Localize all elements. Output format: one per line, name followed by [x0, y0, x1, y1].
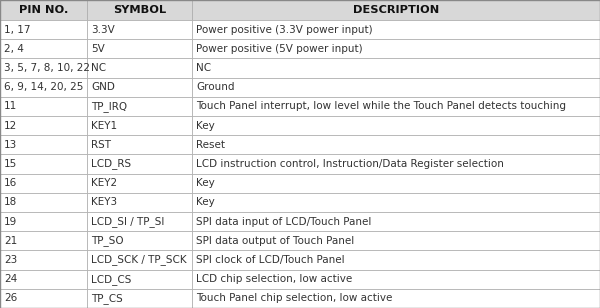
Bar — [192, 289, 600, 308]
Text: LCD_SI / TP_SI: LCD_SI / TP_SI — [91, 216, 164, 227]
Bar — [87, 20, 192, 39]
Text: 5V: 5V — [91, 44, 105, 54]
Text: Touch Panel interrupt, low level while the Touch Panel detects touching: Touch Panel interrupt, low level while t… — [196, 101, 566, 111]
Text: GND: GND — [91, 82, 115, 92]
Bar — [192, 116, 600, 135]
Text: DESCRIPTION: DESCRIPTION — [353, 5, 439, 15]
Text: 3.3V: 3.3V — [91, 25, 115, 34]
Bar — [192, 174, 600, 193]
Bar — [0, 20, 87, 39]
Bar — [87, 270, 192, 289]
Bar — [87, 231, 192, 250]
Text: SPI data input of LCD/Touch Panel: SPI data input of LCD/Touch Panel — [196, 217, 371, 227]
Text: 1, 17: 1, 17 — [4, 25, 31, 34]
Bar — [87, 174, 192, 193]
Text: 21: 21 — [4, 236, 17, 246]
Text: TP_IRQ: TP_IRQ — [91, 101, 127, 112]
Text: Key: Key — [196, 197, 215, 207]
Bar — [0, 97, 87, 116]
Bar — [192, 97, 600, 116]
Text: Power positive (5V power input): Power positive (5V power input) — [196, 44, 362, 54]
Text: PIN NO.: PIN NO. — [19, 5, 68, 15]
Bar — [192, 270, 600, 289]
Bar — [87, 59, 192, 78]
Bar — [192, 0, 600, 20]
Bar — [0, 154, 87, 174]
Bar — [0, 135, 87, 154]
Text: 13: 13 — [4, 140, 17, 150]
Bar — [0, 174, 87, 193]
Bar — [192, 135, 600, 154]
Bar — [87, 154, 192, 174]
Text: LCD_SCK / TP_SCK: LCD_SCK / TP_SCK — [91, 254, 187, 265]
Bar — [87, 116, 192, 135]
Text: KEY1: KEY1 — [91, 121, 117, 131]
Text: 23: 23 — [4, 255, 17, 265]
Bar — [192, 20, 600, 39]
Text: 16: 16 — [4, 178, 17, 188]
Bar — [87, 289, 192, 308]
Text: RST: RST — [91, 140, 111, 150]
Bar — [87, 97, 192, 116]
Bar — [0, 39, 87, 59]
Bar — [192, 78, 600, 97]
Text: 11: 11 — [4, 101, 17, 111]
Text: SPI clock of LCD/Touch Panel: SPI clock of LCD/Touch Panel — [196, 255, 344, 265]
Bar — [192, 154, 600, 174]
Bar — [0, 270, 87, 289]
Bar — [0, 289, 87, 308]
Bar — [87, 39, 192, 59]
Bar — [0, 250, 87, 270]
Text: Touch Panel chip selection, low active: Touch Panel chip selection, low active — [196, 294, 392, 303]
Bar — [0, 116, 87, 135]
Text: 18: 18 — [4, 197, 17, 207]
Text: Power positive (3.3V power input): Power positive (3.3V power input) — [196, 25, 373, 34]
Text: TP_CS: TP_CS — [91, 293, 123, 304]
Bar — [87, 212, 192, 231]
Text: 26: 26 — [4, 294, 17, 303]
Text: 3, 5, 7, 8, 10, 22: 3, 5, 7, 8, 10, 22 — [4, 63, 90, 73]
Text: KEY3: KEY3 — [91, 197, 117, 207]
Text: 2, 4: 2, 4 — [4, 44, 24, 54]
Text: NC: NC — [196, 63, 211, 73]
Bar — [192, 212, 600, 231]
Bar — [0, 78, 87, 97]
Bar — [87, 78, 192, 97]
Text: Key: Key — [196, 121, 215, 131]
Bar — [192, 59, 600, 78]
Text: Reset: Reset — [196, 140, 225, 150]
Bar — [192, 39, 600, 59]
Bar — [192, 250, 600, 270]
Text: LCD instruction control, Instruction/Data Register selection: LCD instruction control, Instruction/Dat… — [196, 159, 504, 169]
Bar — [0, 59, 87, 78]
Text: LCD_RS: LCD_RS — [91, 159, 131, 169]
Text: NC: NC — [91, 63, 106, 73]
Text: LCD chip selection, low active: LCD chip selection, low active — [196, 274, 352, 284]
Bar — [0, 212, 87, 231]
Text: LCD_CS: LCD_CS — [91, 274, 131, 285]
Text: 24: 24 — [4, 274, 17, 284]
Bar — [87, 135, 192, 154]
Bar — [0, 193, 87, 212]
Bar — [87, 0, 192, 20]
Bar — [0, 0, 87, 20]
Text: KEY2: KEY2 — [91, 178, 117, 188]
Text: TP_SO: TP_SO — [91, 235, 124, 246]
Bar — [192, 193, 600, 212]
Bar — [0, 231, 87, 250]
Text: Key: Key — [196, 178, 215, 188]
Text: 19: 19 — [4, 217, 17, 227]
Bar — [192, 231, 600, 250]
Text: 15: 15 — [4, 159, 17, 169]
Text: 12: 12 — [4, 121, 17, 131]
Text: 6, 9, 14, 20, 25: 6, 9, 14, 20, 25 — [4, 82, 83, 92]
Text: Ground: Ground — [196, 82, 235, 92]
Bar — [87, 250, 192, 270]
Text: SPI data output of Touch Panel: SPI data output of Touch Panel — [196, 236, 354, 246]
Text: SYMBOL: SYMBOL — [113, 5, 166, 15]
Bar — [87, 193, 192, 212]
